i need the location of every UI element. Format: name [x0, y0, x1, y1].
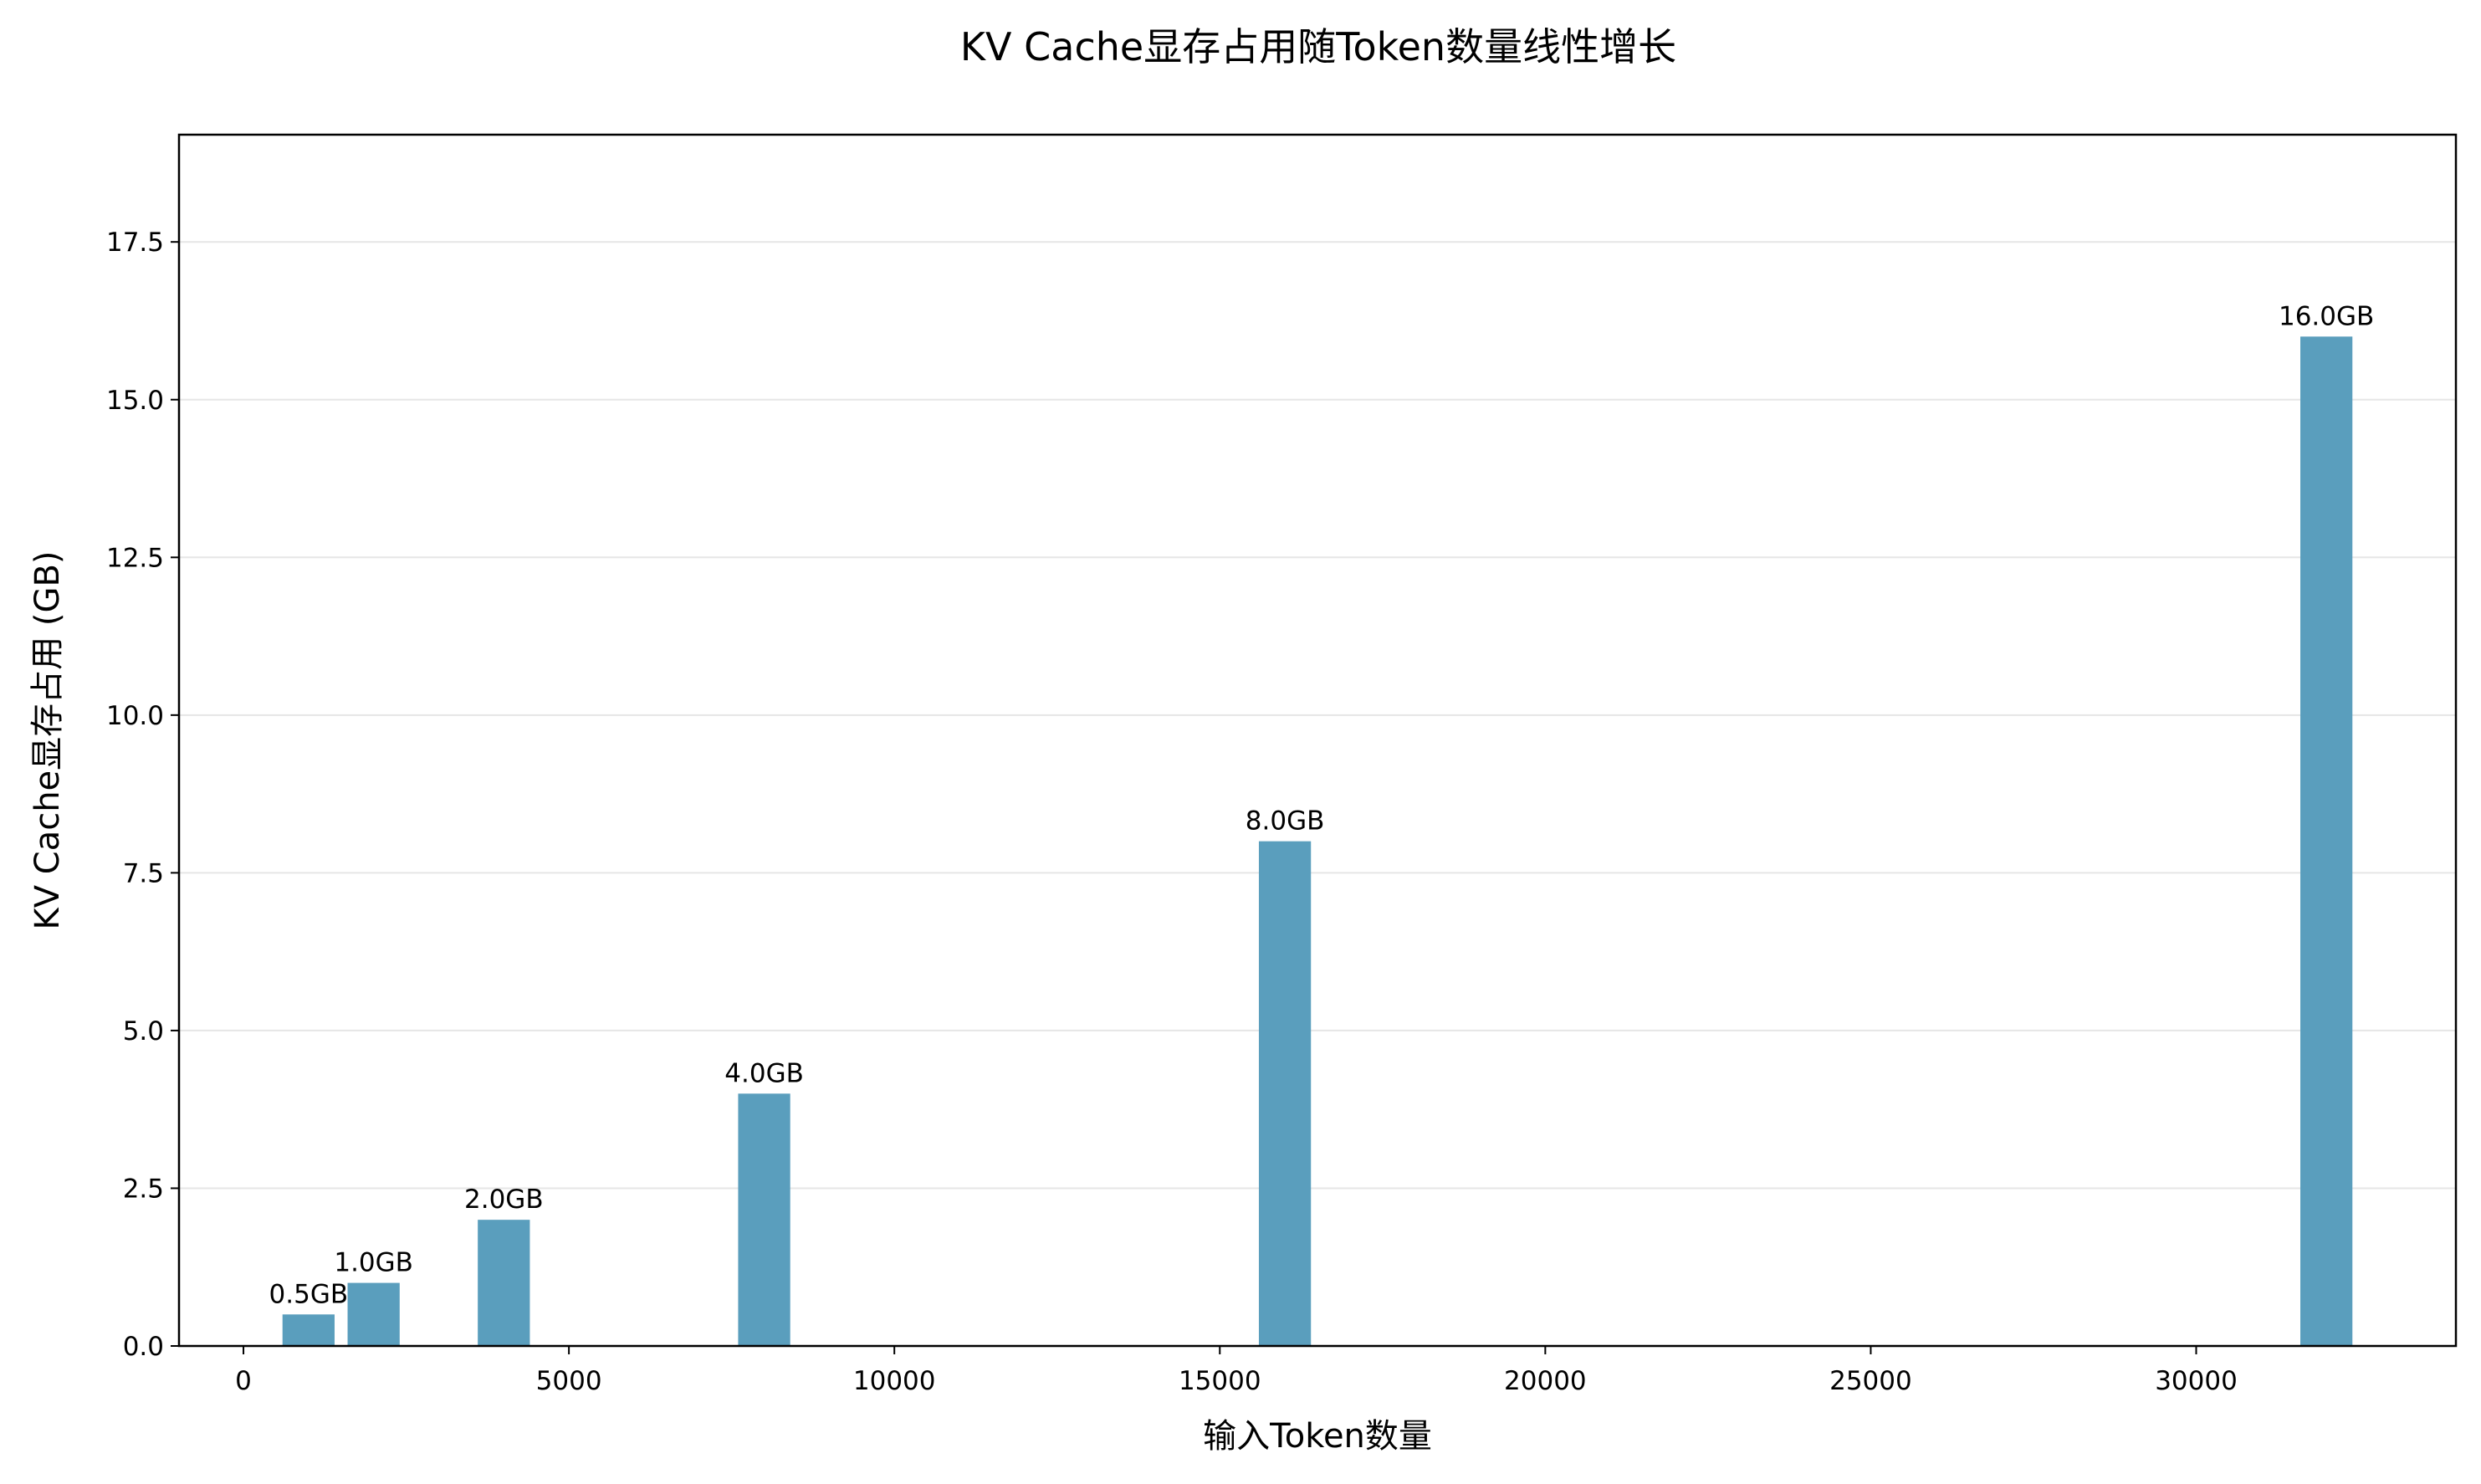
bar	[478, 1220, 530, 1346]
bar	[347, 1282, 400, 1346]
bars	[282, 336, 2353, 1346]
x-tick-label: 20000	[1504, 1366, 1587, 1396]
y-tick-label: 2.5	[123, 1174, 164, 1204]
x-tick-label: 25000	[1829, 1366, 1912, 1396]
x-tick-label: 0	[235, 1366, 252, 1396]
data-label: 16.0GB	[2279, 301, 2374, 331]
y-tick-label: 17.5	[106, 228, 164, 258]
x-axis-label: 输入Token数量	[1203, 1417, 1432, 1456]
x-axis-ticks: 0 5000 10000 15000 20000 25000 30000	[235, 1346, 2238, 1396]
x-tick-label: 5000	[536, 1366, 602, 1396]
chart-title: KV Cache显存占用随Token数量线性增长	[960, 24, 1676, 69]
x-tick-label: 10000	[853, 1366, 936, 1396]
y-tick-label: 0.0	[123, 1332, 164, 1362]
bar	[738, 1093, 790, 1346]
y-tick-label: 12.5	[106, 543, 164, 573]
x-tick-label: 15000	[1179, 1366, 1261, 1396]
bar	[282, 1314, 335, 1346]
y-axis-ticks: 0.0 2.5 5.0 7.5 10.0 12.5 15.0 17.5	[106, 228, 179, 1362]
y-tick-label: 10.0	[106, 701, 164, 731]
y-tick-label: 5.0	[123, 1016, 164, 1046]
x-tick-label: 30000	[2155, 1366, 2238, 1396]
data-label: 0.5GB	[269, 1279, 349, 1309]
data-label: 4.0GB	[724, 1058, 804, 1088]
data-label: 2.0GB	[464, 1185, 544, 1215]
bar	[2300, 336, 2353, 1346]
grid-lines	[179, 241, 2456, 1190]
data-label: 8.0GB	[1246, 806, 1325, 837]
plot-frame	[177, 133, 2458, 1348]
y-tick-label: 15.0	[106, 386, 164, 416]
data-label: 1.0GB	[334, 1248, 413, 1278]
y-axis-label: KV Cache显存占用 (GB)	[28, 550, 67, 929]
y-tick-label: 7.5	[123, 858, 164, 888]
bar	[1258, 841, 1312, 1346]
